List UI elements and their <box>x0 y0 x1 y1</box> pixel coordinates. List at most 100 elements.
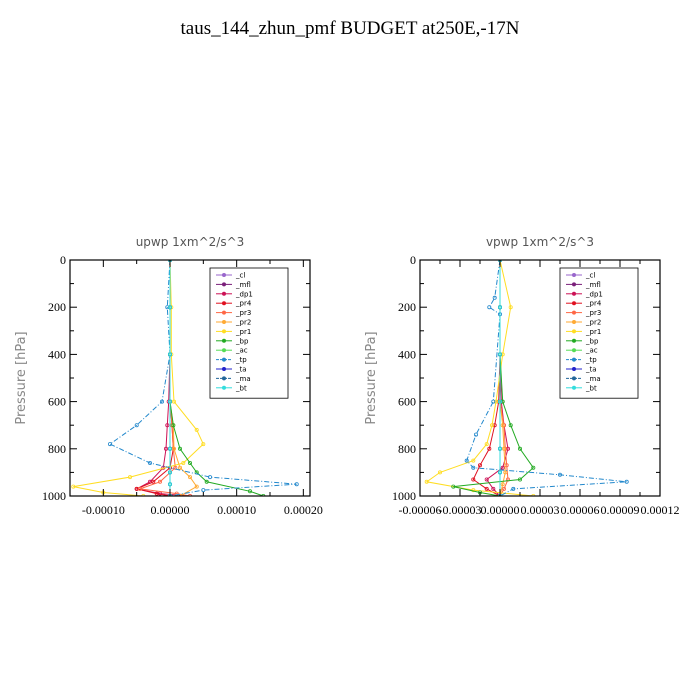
y-tick-label: 400 <box>48 347 66 361</box>
series-line-pr4 <box>472 260 501 496</box>
data-point <box>505 446 510 451</box>
legend-marker <box>572 367 576 371</box>
data-point <box>511 486 516 491</box>
data-point <box>491 399 496 404</box>
legend-entry: _pr1 <box>235 328 251 336</box>
y-tick-label: 0 <box>60 253 66 267</box>
data-point <box>500 482 505 487</box>
legend-marker <box>222 385 226 390</box>
legend-marker <box>222 291 226 296</box>
data-point <box>501 486 506 491</box>
legend-marker <box>572 348 576 353</box>
data-point <box>167 446 172 451</box>
legend-marker <box>222 338 226 343</box>
data-point <box>500 423 505 428</box>
data-point <box>477 463 482 468</box>
legend-marker <box>222 367 226 371</box>
legend-entry: _pr4 <box>235 300 252 308</box>
legend-marker <box>222 301 226 306</box>
legend-entry: _pr4 <box>585 300 602 308</box>
legend-entry: _tp <box>585 356 597 364</box>
y-axis-label: Pressure [hPa] <box>364 331 379 424</box>
data-point <box>471 488 476 493</box>
legend-entry: _cl <box>235 272 245 280</box>
data-point <box>531 465 536 470</box>
data-point <box>501 446 506 451</box>
legend-entry: _cl <box>585 272 595 280</box>
y-tick-label: 400 <box>398 347 416 361</box>
legend-entry: _bt <box>585 384 597 392</box>
data-point <box>497 446 502 451</box>
data-point <box>171 446 176 451</box>
legend-entry: _bp <box>585 337 599 345</box>
data-point <box>497 470 502 475</box>
data-point <box>424 479 429 484</box>
data-point <box>163 446 168 451</box>
legend-entry: _ta <box>235 366 247 374</box>
data-point <box>492 295 497 300</box>
data-point <box>518 446 523 451</box>
legend-marker <box>222 348 226 353</box>
legend-marker <box>572 310 576 315</box>
legend-entry: _ma <box>585 375 601 383</box>
data-point <box>247 489 252 494</box>
data-point <box>134 423 139 428</box>
data-point <box>167 482 172 487</box>
y-tick-label: 600 <box>48 395 66 409</box>
data-point <box>154 491 159 496</box>
legend-entry: _dp1 <box>585 290 603 298</box>
legend-marker <box>222 357 226 362</box>
data-point <box>437 470 442 475</box>
x-tick-label: -0.00003 <box>439 503 482 517</box>
data-point <box>464 458 469 463</box>
series-line-pr2 <box>169 260 198 496</box>
data-point <box>500 465 505 470</box>
data-point <box>204 479 209 484</box>
data-point <box>71 484 76 489</box>
data-point <box>484 477 489 482</box>
data-point <box>159 399 164 404</box>
data-point <box>137 486 142 491</box>
legend-entry: _ta <box>585 366 597 374</box>
legend-marker <box>222 329 226 334</box>
data-point <box>177 465 182 470</box>
data-point <box>171 399 176 404</box>
legend-marker <box>572 282 576 287</box>
data-point <box>167 470 172 475</box>
legend-entry: _ma <box>235 375 251 383</box>
data-point <box>487 305 492 310</box>
data-point <box>451 484 456 489</box>
x-tick-label: 0.00012 <box>641 503 680 517</box>
x-tick-label: 0.00000 <box>481 503 520 517</box>
y-tick-label: 1000 <box>392 489 416 503</box>
legend-marker <box>572 329 576 334</box>
legend-entry: _dp1 <box>235 290 253 298</box>
chart-panel-2: vpwp 1xm^2/s^3 Pressure [hPa] 0 200 400 600 80… <box>364 235 680 517</box>
legend-entry: _bt <box>235 384 247 392</box>
data-point <box>194 427 199 432</box>
data-point <box>187 460 192 465</box>
data-point <box>201 488 206 493</box>
chart-panel-1: upwp 1xm^2/s^3 Pressure [hPa] 0 200 400 600 80… <box>14 235 323 517</box>
legend-marker <box>222 376 226 381</box>
legend-entry: _bp <box>235 337 249 345</box>
legend-entry: _pr1 <box>585 328 601 336</box>
legend-marker <box>222 310 226 315</box>
x-tick-label: 0.00010 <box>217 503 256 517</box>
legend-marker <box>222 282 226 287</box>
legend-entry: _mfl <box>235 281 251 289</box>
x-tick-label: 0.00006 <box>561 503 600 517</box>
legend-marker <box>572 338 576 343</box>
panel-title: vpwp 1xm^2/s^3 <box>486 235 594 249</box>
data-point <box>147 460 152 465</box>
x-tick-label: 0.00000 <box>151 503 190 517</box>
data-point <box>151 479 156 484</box>
data-point <box>493 399 498 404</box>
y-tick-label: 800 <box>398 442 416 456</box>
legend-entry: _pr3 <box>585 309 601 317</box>
y-tick-label: 1000 <box>42 489 66 503</box>
data-point <box>187 475 192 480</box>
legend-marker <box>572 301 576 306</box>
data-point <box>201 442 206 447</box>
